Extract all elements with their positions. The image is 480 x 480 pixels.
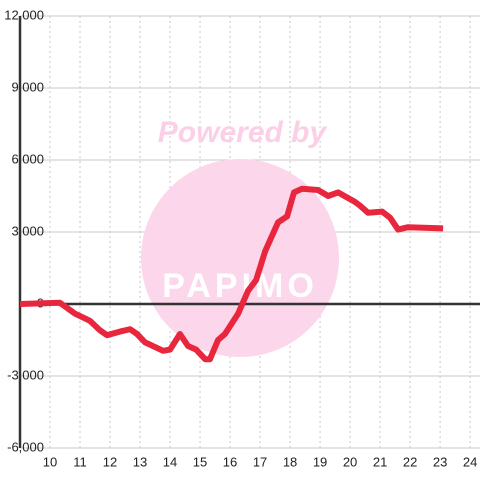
x-tick-label: 16 (223, 454, 237, 469)
x-tick-label: 22 (403, 454, 417, 469)
y-tick-label: 12,000 (4, 7, 44, 22)
y-tick-label: 3,000 (11, 223, 44, 238)
watermark-logo: PAPIMO (162, 267, 318, 305)
x-tick-label: 15 (193, 454, 207, 469)
x-tick-label: 12 (103, 454, 117, 469)
y-tick-label: -6,000 (7, 439, 44, 454)
x-tick-label: 11 (73, 454, 87, 469)
y-tick-label: 9,000 (11, 79, 44, 94)
x-tick-label: 19 (313, 454, 327, 469)
watermark-text: Powered by (158, 116, 328, 149)
y-tick-label: 6,000 (11, 151, 44, 166)
x-tick-label: 14 (163, 454, 177, 469)
x-tick-label: 17 (253, 454, 267, 469)
x-tick-label: 10 (43, 454, 57, 469)
x-tick-label: 13 (133, 454, 147, 469)
data-line (19, 185, 444, 363)
x-tick-label: 21 (373, 454, 387, 469)
x-tick-label: 18 (283, 454, 297, 469)
x-tick-label: 23 (433, 454, 447, 469)
x-tick-label: 20 (343, 454, 357, 469)
x-tick-label: 24 (463, 454, 477, 469)
y-tick-label: -3,000 (7, 367, 44, 382)
